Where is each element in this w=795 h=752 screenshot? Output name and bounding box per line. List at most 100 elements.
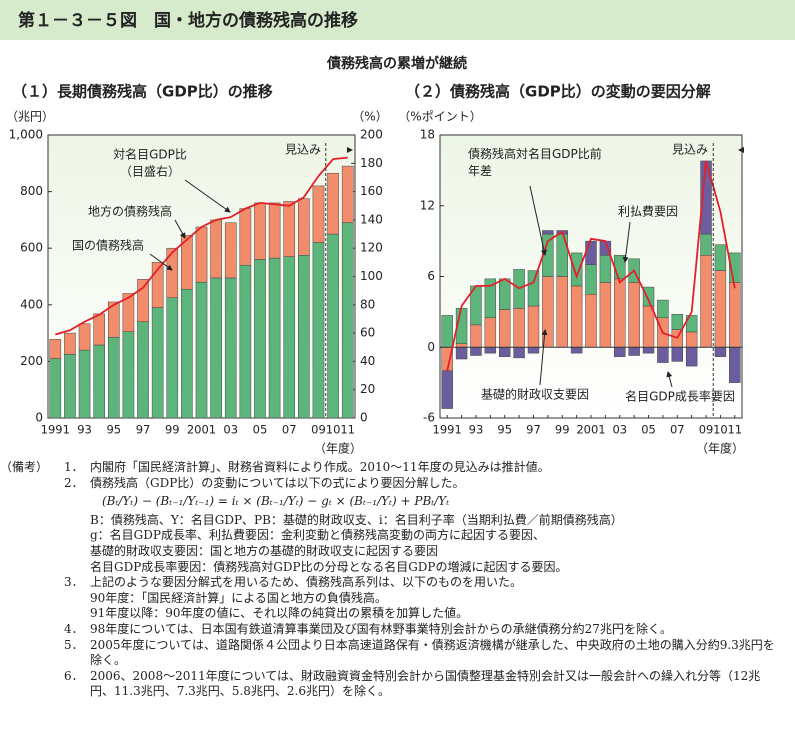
bar-segment [685,331,698,348]
bar-segment [78,323,91,351]
note-item: 3． 上記のような要因分解式を用いるため、債務残高系列は、以下のものを用いた。 90… [0,575,795,622]
bar-segment [151,262,164,308]
y-tick-label: 12 [420,198,435,212]
bar-segment [714,347,727,357]
x-tick-label: 97 [526,423,541,437]
bar-segment [254,202,266,260]
y2-tick-label: 100 [360,269,383,283]
bar-segment [657,299,669,319]
x-tick-label: 95 [106,423,121,437]
chart-title: （２）債務残高（GDP比）の変動の要因分解 [405,83,711,101]
charts: 第１－３－５図 国・地方の債務残高の推移 債務残高の累増が継続 （１）長期債務残… [0,0,795,456]
bar-segment [556,233,568,277]
bar-segment [729,347,741,383]
spacer [0,575,64,591]
y2-tick-label: 200 [360,128,383,142]
bar-segment [628,347,640,356]
x-tick-label: 11 [727,423,742,437]
x-tick-label: 03 [223,423,238,437]
annotation: 見込み [672,143,708,157]
bar-segment [527,270,540,307]
bar-segment [239,264,252,419]
bar-segment [484,347,497,354]
y2-tick-label: 0 [360,411,368,425]
note-number: 3． [64,575,84,590]
bar-segment [441,315,453,348]
bar-segment [585,293,597,348]
bar-segment [268,257,281,419]
bar-segment [210,277,222,419]
bar-segment [283,256,296,419]
annotation: （%ポイント） [398,110,481,124]
bar-segment [685,315,698,333]
bar-segment [498,309,511,348]
bar-segment [298,198,310,256]
y-tick-label: 600 [20,241,43,255]
subtitle: 債務残高の累増が継続 [326,55,467,72]
x-tick-label: 93 [77,423,92,437]
bar-segment [327,172,339,235]
bar-segment [729,252,741,283]
bar-segment [470,324,482,348]
note-item: （備考） 1． 内閣府「国民経済計算」、財務省資料により作成。2010～11年度の見… [0,460,795,476]
bar-segment [685,347,698,367]
x-tick-label: 09 [311,423,326,437]
note-line: g：名目GDP成長率、利払費要因：金利変動と債務残高変動の両方に起因する要因、 [90,528,545,543]
x-tick-label: 99 [555,423,570,437]
note-item: 4． 98年度については、日本国有鉄道清算事業団及び国有林野事業特別会計からの承継… [0,622,795,638]
x-tick-label: 10 [326,423,341,437]
note-number: 2． [64,475,84,490]
page-title: 第１－３－５図 国・地方の債務残高の推移 [18,10,358,31]
x-tick-label: 07 [282,423,297,437]
note-text: 債務残高（GDP比）の変動については以下の式により要因分解した。 [90,475,465,490]
bar-segment [181,235,193,290]
bar-segment [166,297,179,419]
bar-segment [312,185,325,243]
note-text: 内閣府「国民経済計算」、財務省資料により作成。2010～11年度の見込みは推計値… [90,460,550,474]
bar-segment [64,354,76,419]
y-tick-label: 800 [20,184,43,198]
spacer [0,638,64,669]
note-number: 6． [64,668,84,683]
y-tick-label: 1,000 [9,128,43,142]
bar-segment [642,305,655,348]
series-label: 対名目GDP比 [113,147,187,162]
x-tick-label: 1991 [433,423,462,437]
bar-segment [614,347,626,357]
spacer [0,669,64,700]
spacer [0,622,64,638]
bar-segment [341,222,354,419]
bar-segment [628,282,640,348]
x-tick-label: 1991 [41,423,70,437]
bar-segment [195,281,208,419]
bar-segment [49,358,62,419]
chart-title: （１）長期債務残高（GDP比）の推移 [12,83,273,101]
bar-segment [195,226,208,283]
x-tick-label: 10 [713,423,728,437]
x-tick-label: 05 [641,423,656,437]
bar-segment [137,321,149,419]
y2-tick-label: 180 [360,156,383,170]
series-label: 地方の債務残高 [88,204,172,219]
note-line: 91年度以降：90年度の値に、それ以降の純貸出の累積を加算した値。 [90,606,469,621]
bar-segment [671,313,684,330]
y-tick-label: 18 [420,128,435,142]
label-arrow [184,179,231,213]
x-tick-label: 95 [497,423,512,437]
y2-tick-label: 60 [360,326,375,340]
bar-segment [224,277,237,419]
bar-segment [107,337,120,419]
x-tick-label: 2001 [576,423,605,437]
line-series [446,160,736,371]
y2-tick-label: 40 [360,354,375,368]
bar-segment [484,278,497,319]
bar-segment [341,165,354,223]
note-line: 90年度：「国民経済計算」による国と地方の負債残高。 [90,590,387,605]
bar-segment [671,347,684,362]
bar-segment [441,370,453,409]
x-tick-label: 93 [469,423,484,437]
bar-segment [599,255,612,283]
bar-segment [714,270,727,348]
bar-segment [283,201,296,257]
